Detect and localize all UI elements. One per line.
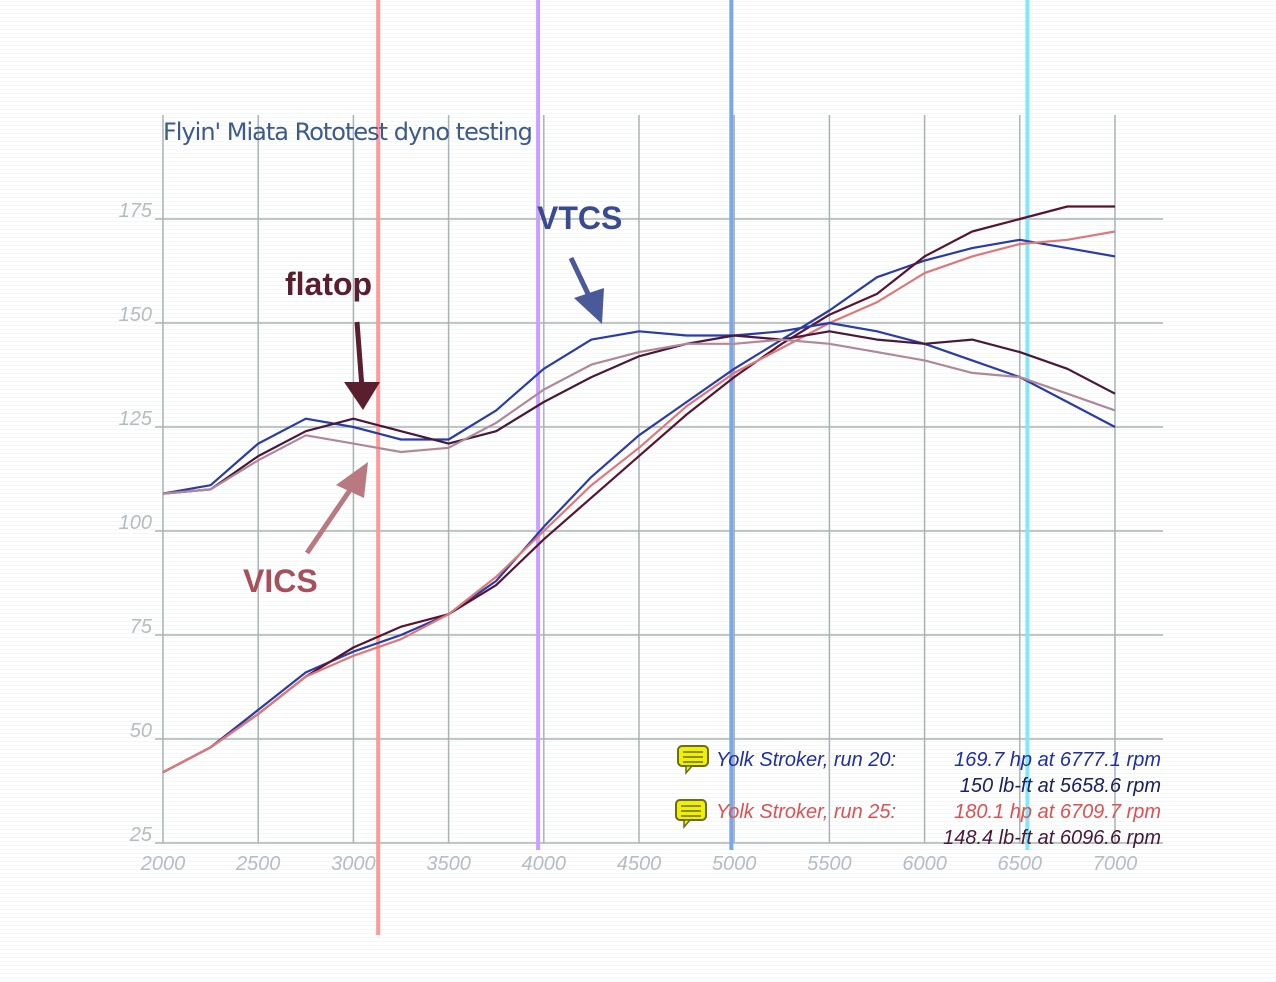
annotation-vtcs-arrowhead <box>574 288 604 324</box>
annotation-flatop-arrow <box>354 321 365 389</box>
y-tick-label: 100 <box>119 512 152 534</box>
x-tick-label: 5000 <box>712 853 757 875</box>
note-icon <box>677 745 709 776</box>
rpm-markers <box>376 0 1030 935</box>
annotation-vics-label: VICS <box>243 563 318 599</box>
annotation-vics-arrow <box>304 488 353 555</box>
x-tick-label: 6000 <box>902 853 947 875</box>
x-tick-label: 7000 <box>1093 853 1138 875</box>
y-tick-label: 150 <box>119 304 152 326</box>
legend-run25-torque: 148.4 lb-ft at 6096.6 rpm <box>943 827 1161 849</box>
annotation-vics: VICS <box>243 462 368 599</box>
x-tick-label: 5500 <box>807 853 852 875</box>
legend-run20-label: Yolk Stroker, run 20: <box>716 749 896 771</box>
legend-run25-hp: 180.1 hp at 6709.7 rpm <box>954 801 1161 823</box>
x-tick-label: 4000 <box>522 853 567 875</box>
x-tick-label: 3500 <box>426 853 471 875</box>
y-tick-label: 75 <box>130 616 153 638</box>
annotation-flatop-arrowhead <box>344 382 380 410</box>
annotation-vics-arrowhead <box>336 462 368 498</box>
x-tick-label: 6500 <box>998 853 1043 875</box>
legend-run25-label: Yolk Stroker, run 25: <box>716 801 896 823</box>
x-tick-label: 2000 <box>140 853 186 875</box>
y-tick-label: 125 <box>119 408 153 430</box>
chart-title: Flyin' Miata Rototest dyno testing <box>163 118 532 146</box>
annotation-vtcs: VTCS <box>537 200 622 324</box>
x-tick-label: 4500 <box>617 853 662 875</box>
y-tick-label: 25 <box>129 824 153 846</box>
legend-run20-torque: 150 lb-ft at 5658.6 rpm <box>960 775 1161 797</box>
legend: Yolk Stroker, run 20: 169.7 hp at 6777.1… <box>675 745 1161 849</box>
annotation-vtcs-label: VTCS <box>537 200 622 236</box>
tick-labels: 2000 2500 3000 3500 4000 4500 5000 5500 6000 6500… <box>119 200 1138 875</box>
note-icon <box>675 799 707 830</box>
annotation-vtcs-arrow <box>568 256 593 300</box>
annotation-flatop: flatop <box>285 266 380 410</box>
series-lines <box>162 205 1116 774</box>
grid <box>155 115 1163 844</box>
legend-run20-hp: 169.7 hp at 6777.1 rpm <box>954 749 1161 771</box>
y-tick-label: 175 <box>119 200 153 222</box>
x-tick-label: 2500 <box>235 853 281 875</box>
y-tick-label: 50 <box>130 720 152 742</box>
annotation-flatop-label: flatop <box>285 266 372 302</box>
x-tick-label: 3000 <box>331 853 376 875</box>
